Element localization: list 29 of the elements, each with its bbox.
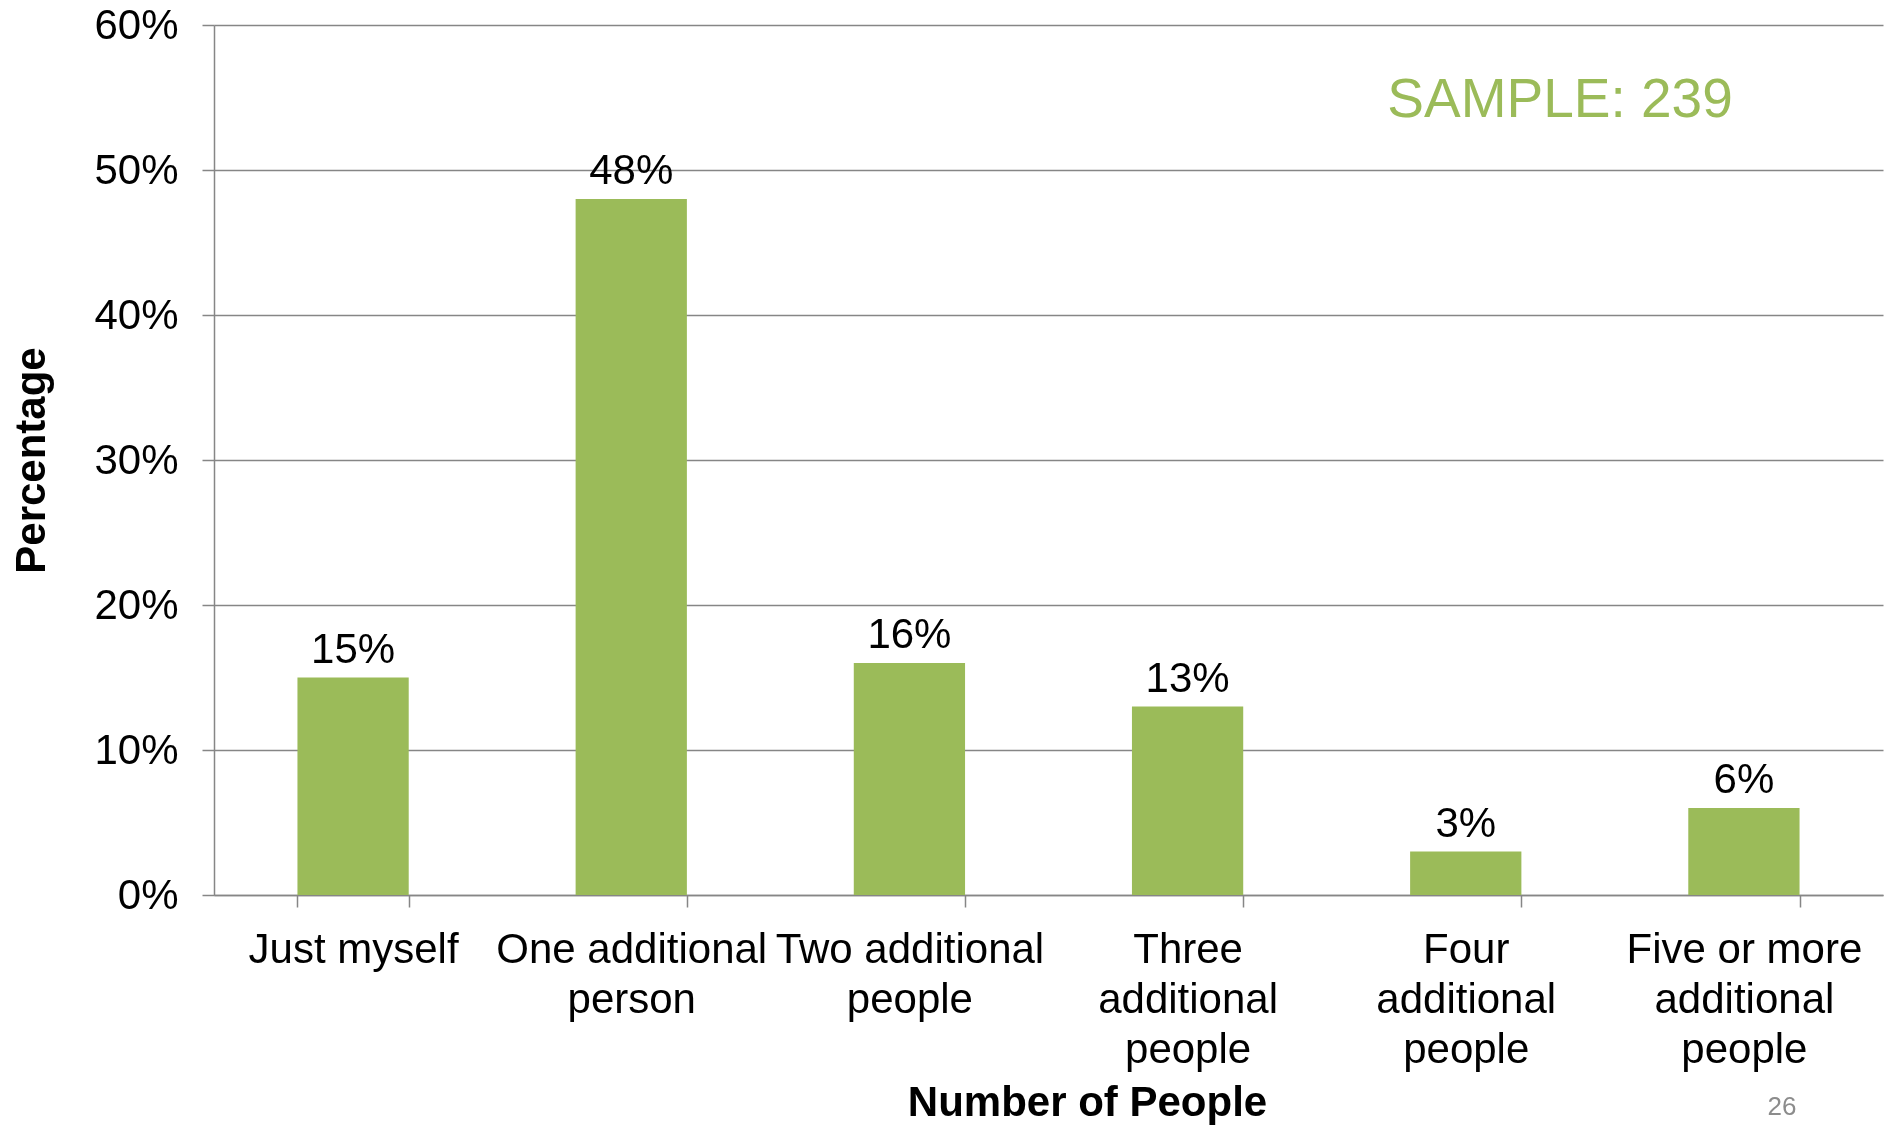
x-tick-label: Three additional people xyxy=(1098,924,1278,1072)
y-tick-label: 0% xyxy=(117,870,179,918)
annotation: SAMPLE: 239 xyxy=(1387,67,1733,129)
bar xyxy=(575,199,687,895)
x-axis-title: Number of People xyxy=(907,1077,1268,1125)
y-tick-label: 60% xyxy=(94,0,179,48)
bar xyxy=(1688,808,1800,895)
x-tick-label: Five or more additional people xyxy=(1626,924,1863,1072)
bar xyxy=(1410,851,1522,895)
y-tick-label: 40% xyxy=(94,290,179,338)
y-axis-title: Percentage xyxy=(7,347,55,574)
bar xyxy=(297,677,409,895)
data-label: 3% xyxy=(1435,798,1497,846)
y-tick-label: 10% xyxy=(94,725,179,773)
y-tick-label: 50% xyxy=(94,145,179,193)
x-tick-label: Four additional people xyxy=(1376,924,1557,1072)
text: 26 xyxy=(1767,1091,1797,1121)
x-tick-label: Two additional people xyxy=(775,924,1045,1022)
data-label: 15% xyxy=(311,624,396,672)
data-label: 48% xyxy=(589,146,674,193)
bar xyxy=(853,663,966,895)
data-label: 6% xyxy=(1713,755,1775,802)
bar xyxy=(1131,706,1244,895)
data-label: 13% xyxy=(1145,653,1230,701)
data-label: 16% xyxy=(867,610,952,657)
y-tick-label: 20% xyxy=(94,580,179,628)
x-tick-label: Just myself xyxy=(248,924,459,972)
y-tick-label: 30% xyxy=(94,435,179,483)
x-tick-label: One additional person xyxy=(496,924,768,1022)
